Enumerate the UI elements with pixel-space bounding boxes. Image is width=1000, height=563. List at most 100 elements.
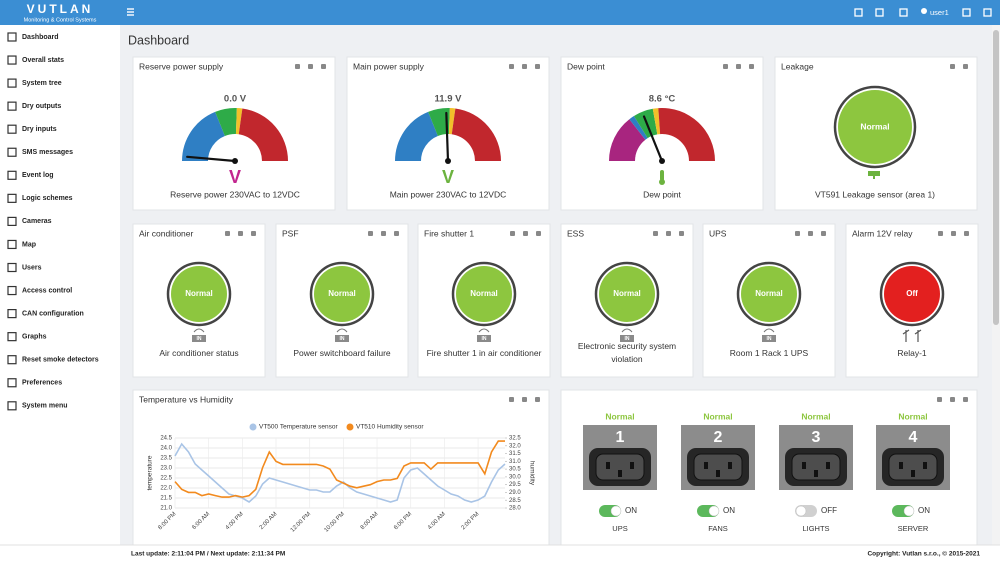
card: Normal 1 ON UPS Normal 2 ON FANS Normal 3 OFF LIGHT… — [560, 389, 978, 546]
card-action-icon[interactable] — [238, 231, 243, 236]
switch-label: OFF — [821, 506, 837, 515]
card-action-icon[interactable] — [679, 231, 684, 236]
card-action-icon[interactable] — [394, 231, 399, 236]
card-action-icon[interactable] — [821, 231, 826, 236]
card-action-icon[interactable] — [368, 231, 373, 236]
y-tick-label: 22.5 — [160, 476, 172, 482]
sidebar-item[interactable]: Reset smoke detectors — [7, 355, 99, 365]
user-icon[interactable] — [921, 8, 927, 14]
card-action-icon[interactable] — [723, 64, 728, 69]
sidebar-item[interactable]: Logic schemes — [7, 193, 73, 203]
sidebar-item[interactable]: Map — [7, 239, 36, 250]
gauge-segment — [428, 108, 450, 136]
sidebar-item[interactable]: Dashboard — [7, 32, 59, 42]
card-action-icon[interactable] — [522, 64, 527, 69]
toolbar-icon[interactable] — [962, 8, 971, 17]
sidebar-item[interactable]: Overall stats — [7, 55, 64, 65]
sidebar-item[interactable]: Event log — [7, 170, 54, 180]
card-action-icon[interactable] — [381, 231, 386, 236]
y-axis-title: temperature — [147, 455, 154, 490]
card-title: UPS — [709, 228, 727, 238]
card-action-icon[interactable] — [749, 64, 754, 69]
sidebar-item[interactable]: Users — [7, 262, 42, 273]
toolbar-icon[interactable] — [875, 8, 884, 17]
sidebar-item[interactable]: Access control — [7, 285, 72, 296]
card-action-icon[interactable] — [963, 397, 968, 402]
card-action-icon[interactable] — [509, 397, 514, 402]
card-action-icon[interactable] — [963, 64, 968, 69]
status-circle — [599, 266, 655, 322]
card-action-icon[interactable] — [295, 64, 300, 69]
gauge-caption: Reserve power 230VAC to 12VDC — [170, 189, 300, 199]
outlet-switch[interactable] — [892, 505, 915, 517]
sidebar-item[interactable]: System tree — [7, 78, 62, 88]
input-badge-text: IN — [197, 336, 202, 342]
gauge-needle — [186, 155, 237, 163]
sidebar-label: Graphs — [22, 333, 47, 340]
card-action-icon[interactable] — [536, 231, 541, 236]
card-action-icon[interactable] — [509, 64, 514, 69]
gauge-needle — [445, 111, 450, 163]
card-action-icon[interactable] — [522, 397, 527, 402]
card-action-icon[interactable] — [736, 64, 741, 69]
input-icon — [478, 328, 490, 333]
sidebar-item[interactable]: SMS messages — [7, 147, 73, 157]
card-action-icon[interactable] — [535, 64, 540, 69]
sidebar-label: Users — [22, 264, 42, 271]
card-action-icon[interactable] — [795, 231, 800, 236]
sidebar-item[interactable]: Graphs — [7, 332, 47, 342]
gauge-icon: V — [229, 167, 241, 187]
sidebar-item[interactable]: Dry outputs — [7, 101, 61, 111]
toolbar-icon[interactable] — [854, 8, 863, 17]
card-action-icon[interactable] — [251, 231, 256, 236]
legend-marker[interactable] — [346, 423, 354, 431]
y2-tick-label: 28.0 — [509, 506, 521, 512]
card-action-icon[interactable] — [950, 397, 955, 402]
status-ring — [166, 261, 232, 327]
sidebar-item[interactable]: Dry inputs — [7, 124, 57, 134]
outlet-switch[interactable] — [697, 505, 720, 517]
input-badge — [192, 335, 206, 342]
sidebar-item[interactable]: CAN configuration — [7, 309, 84, 319]
card-action-icon[interactable] — [653, 231, 658, 236]
scrollbar-thumb[interactable] — [993, 30, 999, 325]
caption-box: Relay-1 — [897, 348, 926, 358]
sidebar-icon — [7, 32, 17, 42]
gauge-segment — [238, 108, 288, 161]
card-action-icon[interactable] — [523, 231, 528, 236]
card-title: Dew point — [567, 61, 605, 71]
thermometer-icon — [660, 170, 664, 181]
sidebar-item[interactable]: Cameras — [7, 216, 52, 226]
card-action-icon[interactable] — [535, 397, 540, 402]
menu-toggle[interactable] — [127, 8, 134, 16]
outlet-switch[interactable] — [795, 505, 817, 517]
card-action-icon[interactable] — [321, 64, 326, 69]
card-action-icon[interactable] — [808, 231, 813, 236]
toolbar-icon[interactable] — [899, 8, 908, 17]
copyright: Copyright: Vutlan s.r.o., © 2015-2021 — [867, 550, 980, 558]
card-action-icon[interactable] — [308, 64, 313, 69]
card-action-icon[interactable] — [937, 397, 942, 402]
sensor-caption: Air conditioner status — [159, 347, 239, 358]
sidebar-label: Dry inputs — [22, 126, 57, 133]
card-action-icon[interactable] — [510, 231, 515, 236]
gauge-segment — [215, 108, 237, 136]
page-title: Dashboard — [128, 33, 189, 47]
y-tick-label: 21.0 — [160, 506, 172, 512]
outlet-switch[interactable] — [599, 505, 622, 517]
card-action-icon[interactable] — [938, 231, 943, 236]
card-action-icon[interactable] — [951, 231, 956, 236]
card-action-icon[interactable] — [950, 64, 955, 69]
sidebar-item[interactable]: System menu — [7, 401, 68, 411]
card: UPS Normal IN Room 1 Rack 1 UPS — [702, 223, 836, 378]
toolbar-icon[interactable] — [983, 8, 992, 17]
status-text: Off — [906, 289, 918, 298]
outlet-number: 4 — [909, 429, 918, 446]
legend-marker[interactable] — [249, 423, 257, 431]
card-action-icon[interactable] — [964, 231, 969, 236]
card-action-icon[interactable] — [666, 231, 671, 236]
card-action-icon[interactable] — [225, 231, 230, 236]
sidebar-item[interactable]: Preferences — [7, 378, 62, 388]
socket-pin — [911, 470, 915, 477]
